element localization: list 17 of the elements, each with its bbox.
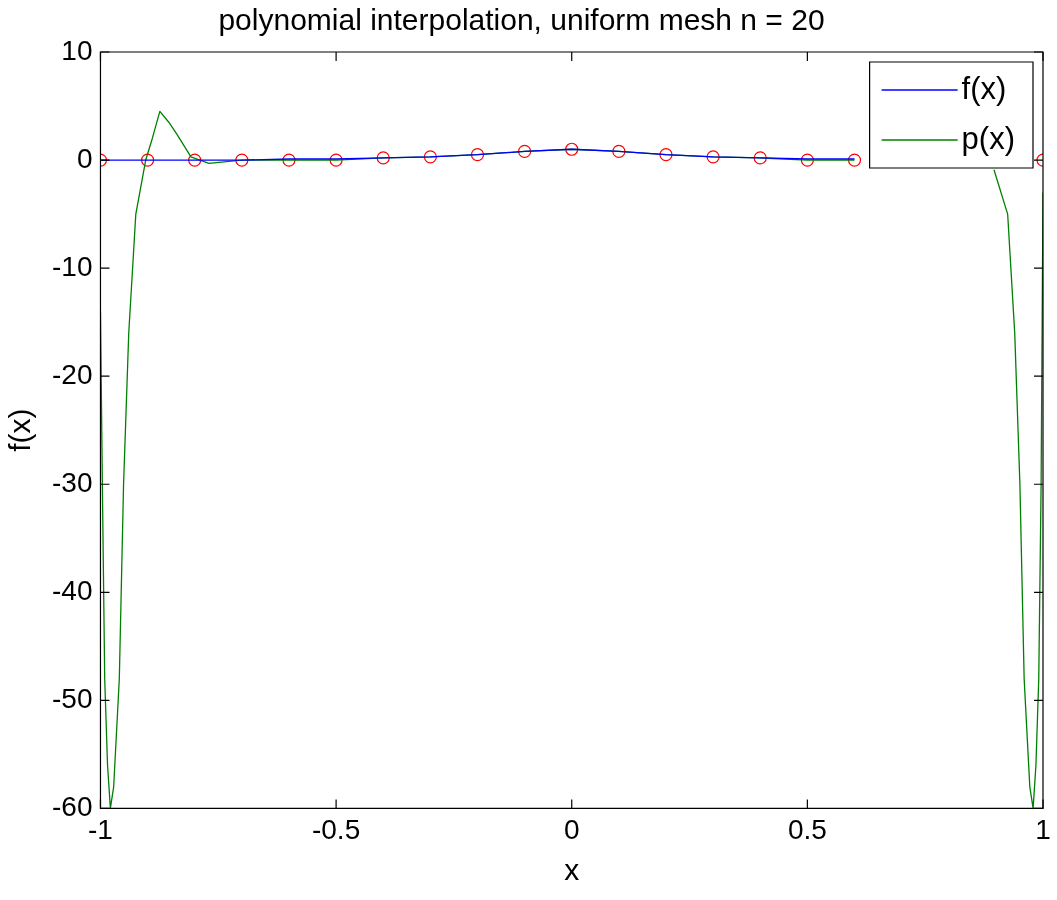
y-tick-label: -60 <box>52 791 93 823</box>
x-tick-label: 0 <box>563 813 580 845</box>
x-tick-label: -0.5 <box>311 813 361 845</box>
y-tick-label: 0 <box>76 142 93 174</box>
y-tick-label: -20 <box>52 358 93 390</box>
y-tick-label: -30 <box>52 466 93 498</box>
x-axis-title: x <box>564 853 580 887</box>
x-tick-label: 0.5 <box>787 813 827 845</box>
y-axis-title: f(x) <box>3 408 37 452</box>
y-tick-label: 10 <box>61 34 93 66</box>
y-tick-label: -10 <box>52 250 93 282</box>
x-tick-label: 1 <box>1035 813 1051 845</box>
y-tick-label: -40 <box>52 575 93 606</box>
y-tick-label: -50 <box>52 683 93 715</box>
legend-label: p(x) <box>961 120 1015 156</box>
chart-title: polynomial interpolation, uniform mesh n = 20 <box>218 3 825 37</box>
legend-label: f(x) <box>961 70 1007 106</box>
